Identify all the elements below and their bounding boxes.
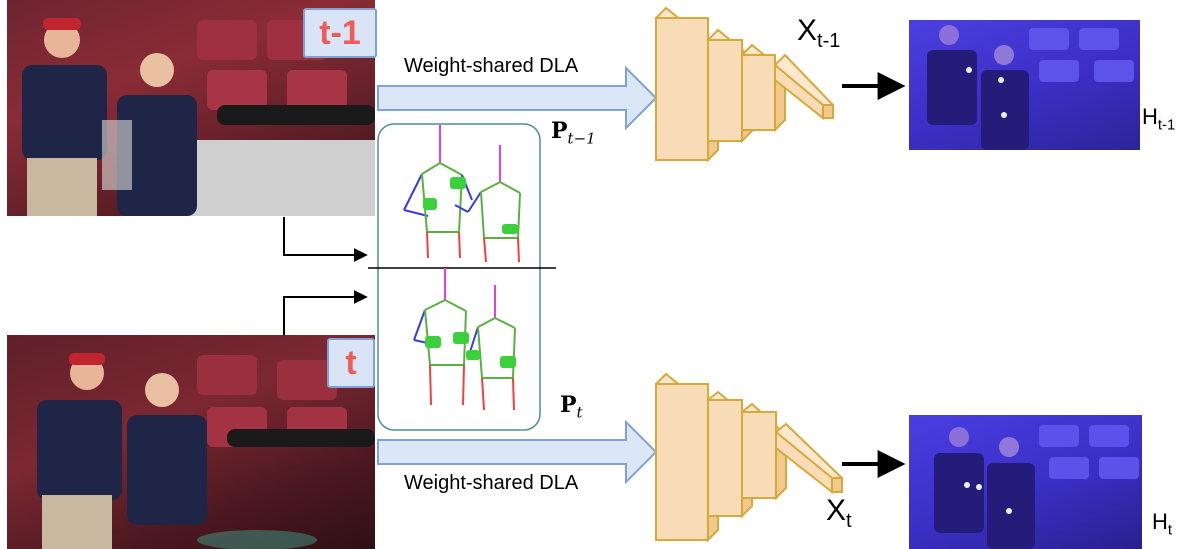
heatmap-label-prev: Ht-1 xyxy=(1142,104,1175,133)
heatmap-label-curr: Ht xyxy=(1152,509,1172,538)
skeleton-curr-left xyxy=(413,268,469,406)
pose-label-prev: Pt−1 xyxy=(551,118,596,147)
frame-prev-scene xyxy=(22,18,375,216)
dla-label-bottom: Weight-shared DLA xyxy=(404,472,579,494)
feature-label-curr: Xt xyxy=(826,494,852,533)
skeleton-prev-left xyxy=(403,125,473,259)
pose-box xyxy=(377,123,541,431)
heatmap-sub-prev: t-1 xyxy=(1157,116,1176,134)
feature-pyramid-prev xyxy=(654,6,835,163)
heatmap-prev xyxy=(909,20,1140,150)
frame-tag-curr: t xyxy=(327,338,375,388)
feature-sub-curr: t xyxy=(846,510,852,532)
dla-arrow-bottom xyxy=(377,419,658,485)
pose-symbol-curr: P xyxy=(560,392,577,418)
pose-label-curr: Pt xyxy=(560,392,583,421)
dla-arrow-top xyxy=(377,65,658,131)
feature-sub-prev: t-1 xyxy=(817,30,841,52)
feature-symbol-prev: X xyxy=(797,14,818,47)
heatmap-symbol-prev: H xyxy=(1142,104,1158,129)
feature-label-prev: Xt-1 xyxy=(797,14,840,53)
heatmap-curr-scene xyxy=(934,425,1139,549)
connector-arrow-curr xyxy=(283,290,368,335)
skeleton-prev-right xyxy=(454,145,521,263)
heatmap-curr xyxy=(909,415,1142,549)
frame-curr-scene xyxy=(37,353,375,549)
heatmap-symbol-curr: H xyxy=(1152,509,1168,534)
pose-symbol-prev: P xyxy=(551,118,568,144)
frame-tag-prev: t-1 xyxy=(303,8,377,58)
pose-sub-prev: t−1 xyxy=(567,129,596,148)
pose-sub-curr: t xyxy=(576,403,583,422)
dla-label-top: Weight-shared DLA xyxy=(404,55,579,77)
input-frame-curr xyxy=(7,335,375,549)
feature-pyramid-curr xyxy=(654,372,844,543)
connector-arrow-prev xyxy=(283,217,368,262)
heatmap-prev-scene xyxy=(927,25,1134,150)
skeleton-curr-right xyxy=(466,285,516,411)
heatmap-sub-curr: t xyxy=(1167,521,1173,539)
feature-symbol-curr: X xyxy=(826,494,847,527)
